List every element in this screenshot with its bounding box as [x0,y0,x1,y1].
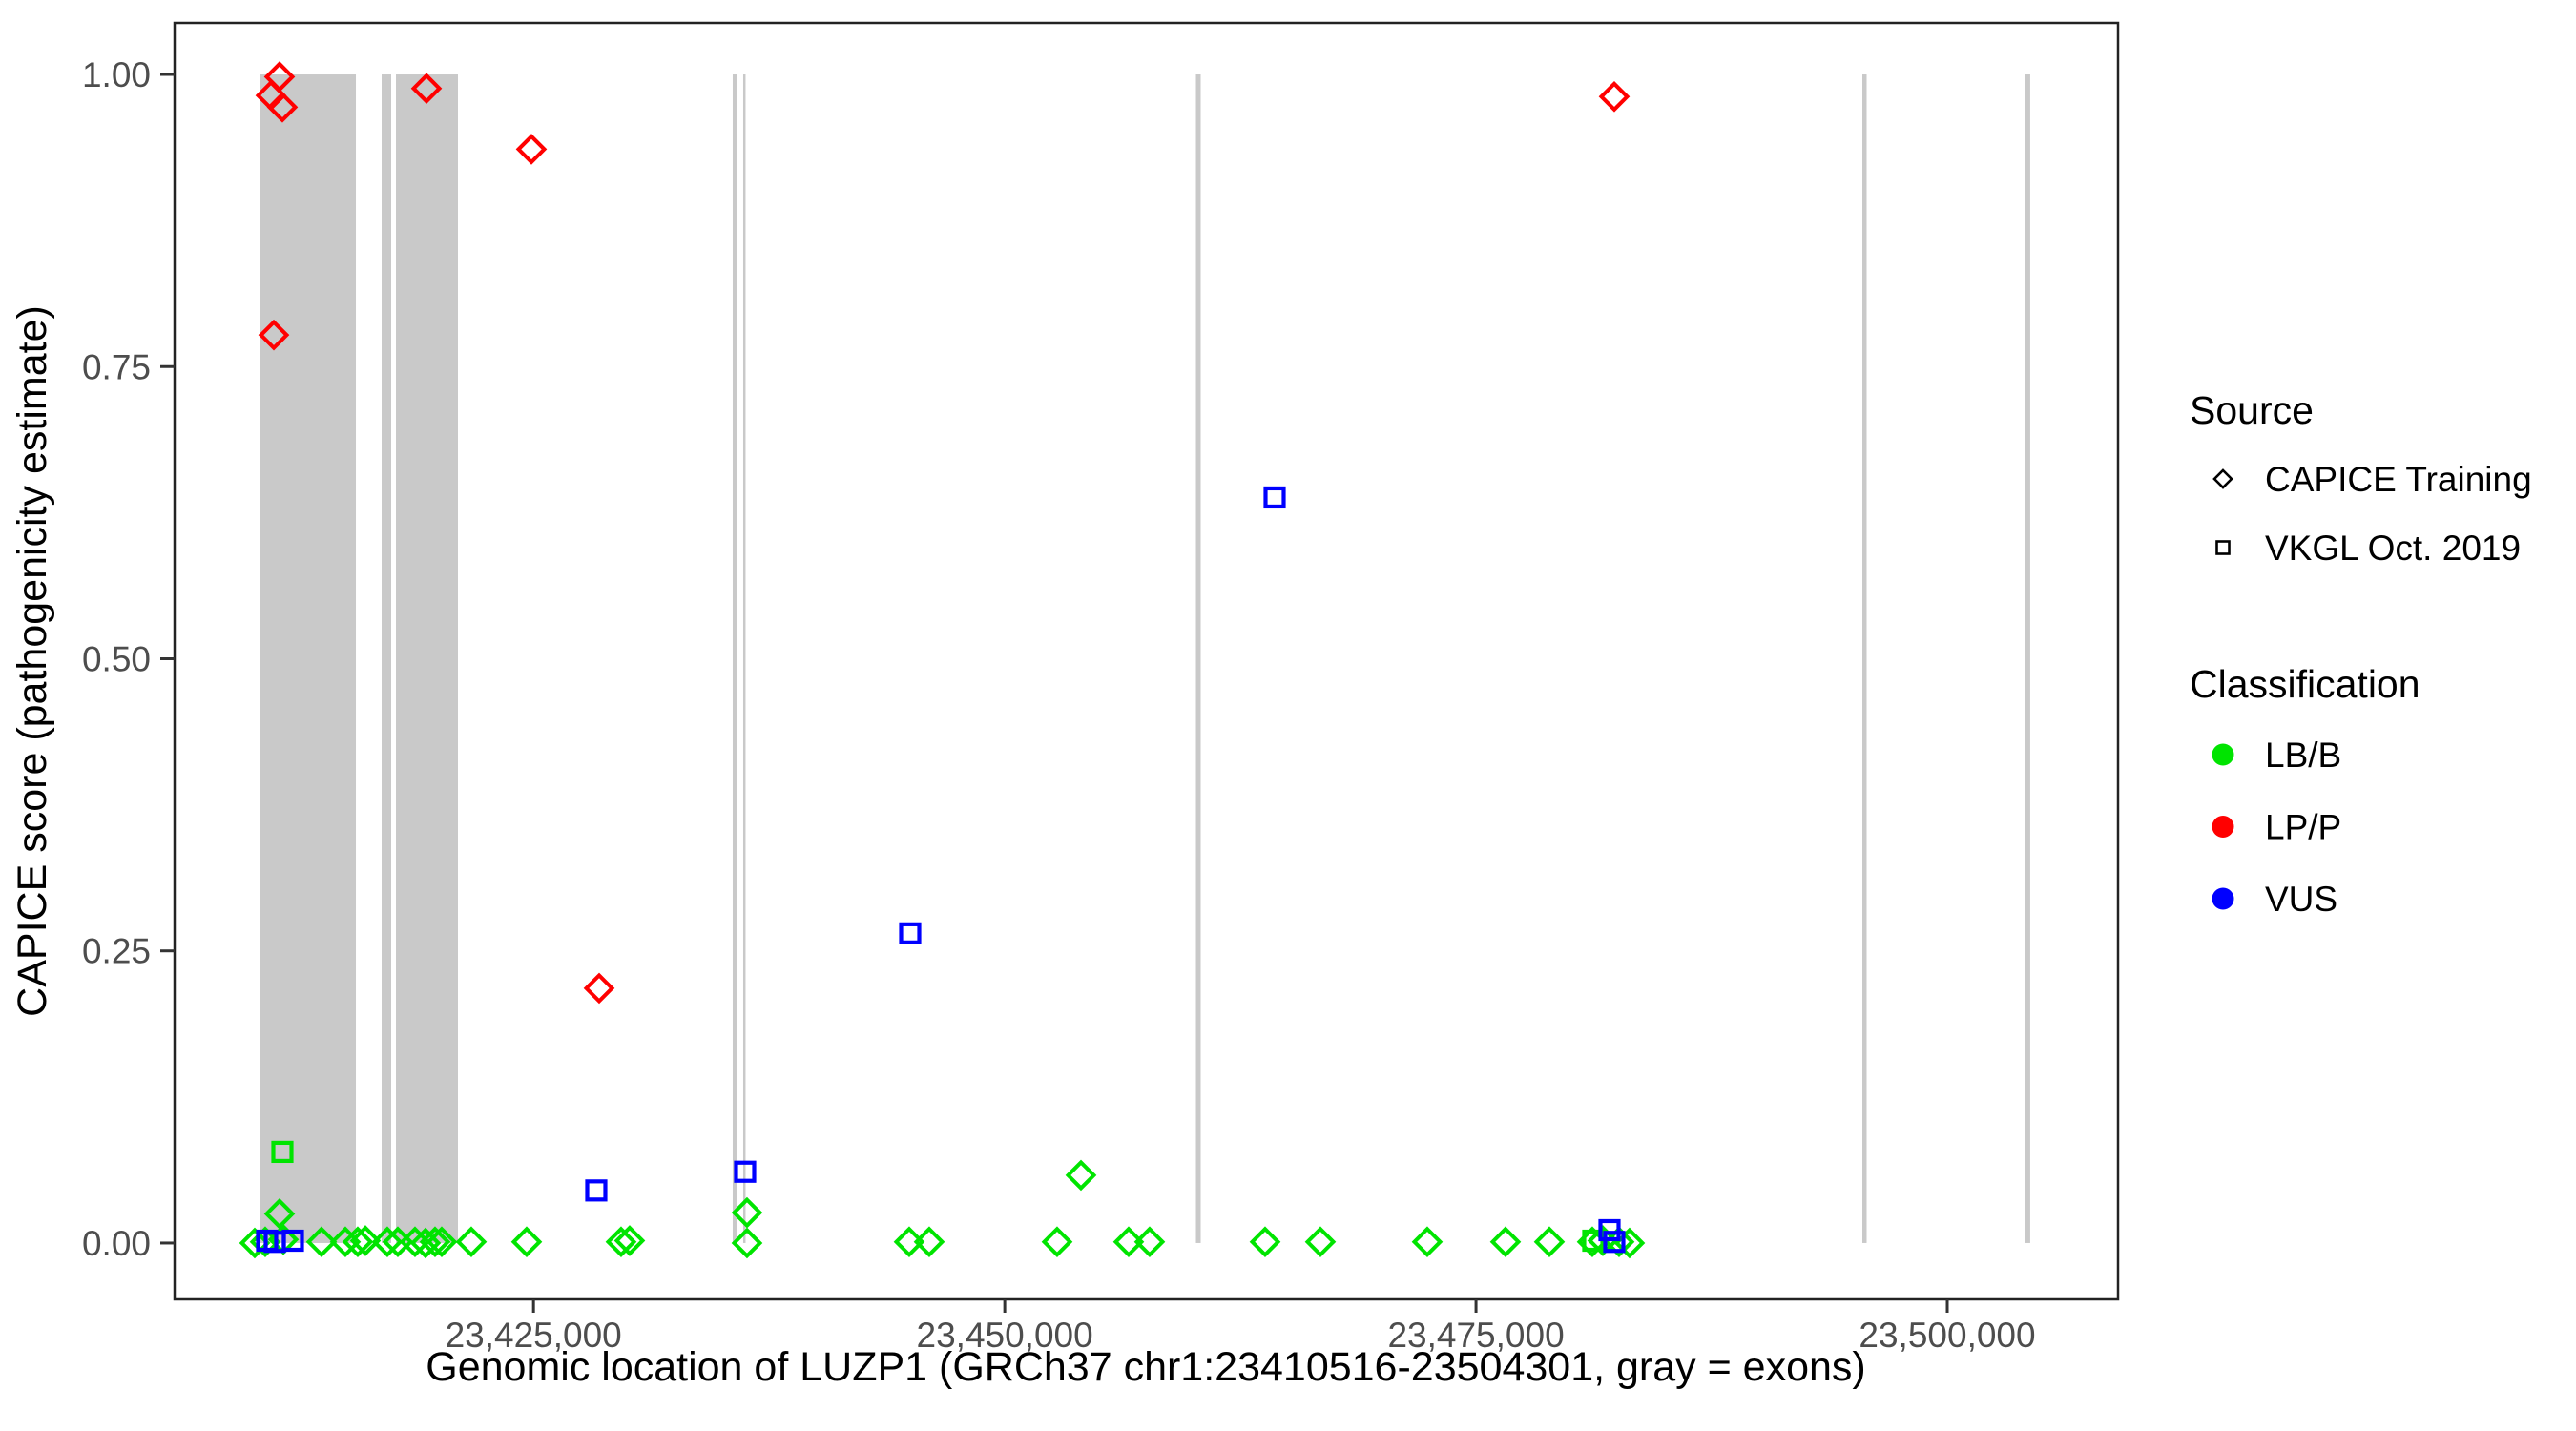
data-point-diamond [455,1226,488,1258]
data-point-diamond [258,319,290,351]
legend-diamond-icon [2212,468,2233,489]
data-point-diamond [1249,1226,1281,1258]
exon-bar [2025,74,2030,1243]
legend-item-label: VUS [2265,880,2337,919]
exon-bar [1862,74,1867,1243]
data-point-square [271,1140,294,1164]
data-point-diamond [426,1226,458,1258]
data-point-diamond [1041,1226,1073,1258]
x-tick-label: 23,450,000 [917,1316,1093,1355]
x-axis-title: Genomic location of LUZP1 (GRCh37 chr1:2… [426,1344,1865,1390]
data-point-diamond [342,1226,374,1258]
legend-item-label: LP/P [2265,808,2341,847]
y-tick-label: 0.00 [82,1224,151,1263]
legend-square-icon [2215,540,2231,555]
legend-source-title: Source [2190,388,2314,432]
exon-bar [260,74,357,1243]
exon-bar [382,74,391,1243]
data-point-diamond [1598,80,1631,113]
data-point-diamond [263,1198,296,1230]
data-point-diamond [349,1225,382,1256]
data-point-diamond [583,972,615,1005]
data-point-diamond [266,91,299,123]
data-point-square [1263,486,1286,509]
y-tick-label: 0.75 [82,347,151,386]
legend-item-label: VKGL Oct. 2019 [2265,529,2521,568]
data-point-diamond [1112,1226,1145,1258]
data-point-diamond [371,1226,404,1258]
data-point-diamond [613,1225,646,1256]
data-point-diamond [510,1226,543,1258]
data-point-diamond [399,1226,431,1258]
exon-bars-layer [260,74,2030,1243]
legend-item-label: CAPICE Training [2265,460,2532,499]
data-point-diamond [305,1226,338,1258]
data-point-square [899,922,922,944]
x-tick-label: 23,425,000 [446,1316,622,1355]
legend-classification-items: LB/B LP/P VUS [2212,736,2341,919]
data-point-square [585,1179,608,1202]
x-tick-label: 23,475,000 [1387,1316,1564,1355]
exon-bar [732,74,737,1243]
data-point-diamond [1304,1226,1337,1258]
exon-bar [742,74,746,1243]
legend-dot-icon [2212,743,2234,766]
data-point-diamond [1613,1227,1646,1259]
data-point-square [1603,1231,1626,1254]
data-point-diamond [731,1227,763,1259]
exon-bar [395,74,459,1243]
data-point-square [1598,1218,1621,1242]
y-tick-label: 0.50 [82,639,151,678]
data-point-diamond [263,61,296,93]
y-tick-label: 1.00 [82,55,151,94]
x-tick-label: 23,500,000 [1859,1316,2035,1355]
legend-item-label: LB/B [2265,736,2341,775]
plot-panel-border [173,21,2120,1301]
data-point-diamond [893,1226,925,1258]
data-point-diamond [913,1226,945,1258]
data-point-diamond [1411,1226,1444,1258]
legend-dot-icon [2212,887,2234,910]
legend-classification-title: Classification [2190,662,2420,706]
data-point-diamond [1489,1226,1522,1258]
data-point-square [281,1229,304,1253]
y-tick-label: 0.25 [82,932,151,971]
y-axis-title: CAPICE score (pathogenicity estimate) [10,305,55,1017]
data-points-layer [239,61,1646,1259]
data-point-diamond [515,134,548,165]
legend-dot-icon [2212,816,2234,838]
data-point-diamond [419,1226,451,1258]
data-point-diamond [731,1196,763,1229]
legend-source-items: CAPICE Training VKGL Oct. 2019 [2212,460,2532,568]
data-point-square [734,1160,757,1183]
data-point-diamond [1533,1226,1566,1258]
data-point-diamond [1133,1226,1166,1258]
data-point-diamond [239,1227,271,1259]
data-point-diamond [1065,1159,1097,1192]
exon-bar [1195,74,1201,1243]
data-point-diamond [410,73,443,105]
data-point-diamond [605,1226,637,1258]
y-axis: 0.00 0.25 0.50 0.75 1.00 [82,55,175,1263]
legend: Source CAPICE Training VKGL Oct. 2019 Cla… [2190,388,2532,919]
x-axis: 23,425,000 23,450,000 23,475,000 23,500,000 [446,1299,2036,1355]
